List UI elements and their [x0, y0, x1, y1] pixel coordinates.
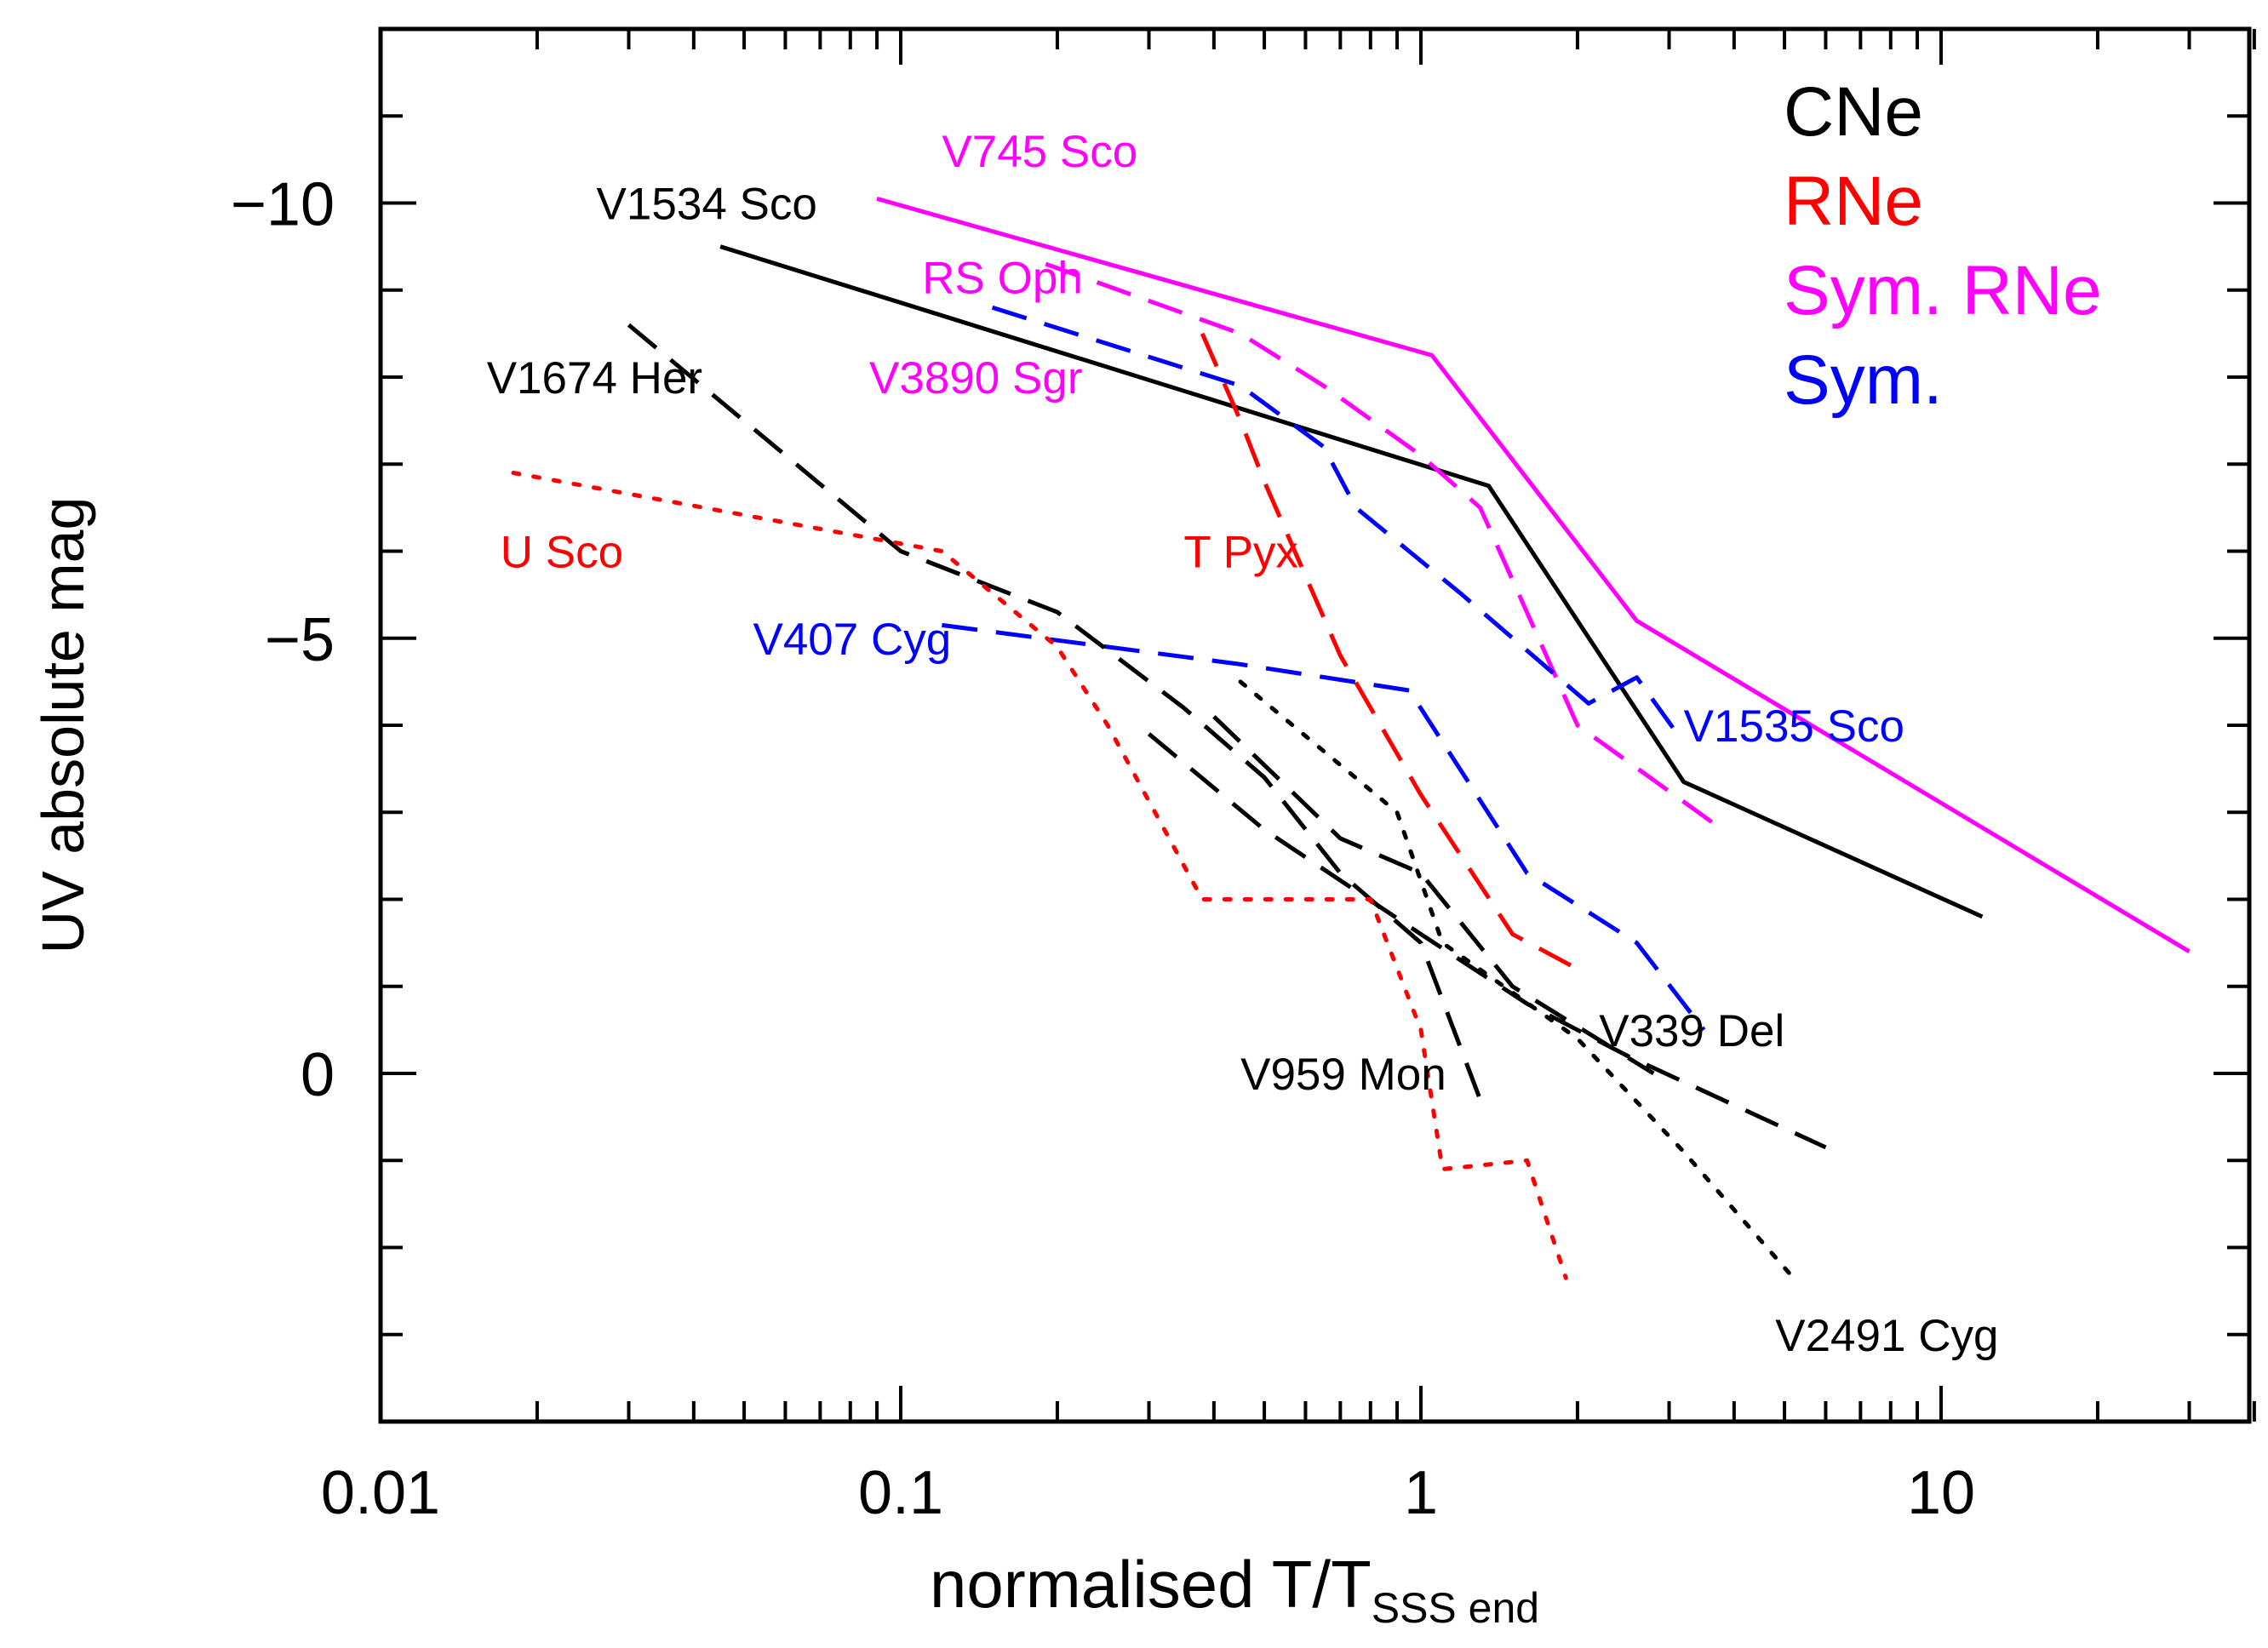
- series-line-v1674-her: [627, 323, 1482, 1101]
- tick-layer: 0.01 0.1 1 10 −10 −5 0: [231, 29, 2256, 1527]
- y-axis-label: UV absolute mag: [30, 497, 96, 954]
- series-label-v339-del: V339 Del: [1599, 1006, 1784, 1056]
- series-layer: [511, 196, 2191, 1280]
- series-label-v1674-her: V1674 Her: [487, 353, 702, 403]
- series-line-v407-cyg: [942, 622, 1706, 1032]
- series-line-v959-mon: [1212, 714, 1655, 1076]
- series-label-v959-mon: V959 Mon: [1240, 1050, 1446, 1100]
- x-tick-label: 0.1: [858, 1459, 943, 1527]
- series-label-v3890-sgr: V3890 Sgr: [869, 353, 1082, 403]
- legend-layer: CNe RNe Sym. RNe Sym.: [1784, 73, 2102, 419]
- legend-entry-rne: RNe: [1784, 163, 1923, 240]
- legend-entry-cne: CNe: [1784, 73, 1923, 151]
- series-line-u-sco: [511, 471, 1568, 1280]
- series-label-v1534-sco: V1534 Sco: [597, 180, 817, 230]
- label-layer: V745 Sco V1534 Sco RS Oph V1674 Her V3890 Sg…: [487, 127, 1999, 1361]
- x-axis-label-main: normalised T/T: [930, 1547, 1372, 1622]
- series-line-v2491-cyg: [1238, 679, 1796, 1280]
- series-line-v3890-sgr: [991, 305, 1686, 744]
- series-line-v1534-sco: [719, 244, 1984, 919]
- y-tick-label: −5: [265, 606, 335, 674]
- series-line-rs-oph: [1045, 261, 1724, 832]
- series-label-v745-sco: V745 Sco: [942, 127, 1137, 177]
- series-line-v745-sco: [876, 196, 2191, 953]
- series-line-t-pyx: [1200, 332, 1579, 971]
- x-axis-label-sub: SSS end: [1372, 1584, 1539, 1632]
- series-line-v339-del: [1147, 732, 1827, 1150]
- series-label-v2491-cyg: V2491 Cyg: [1775, 1311, 1998, 1361]
- legend-entry-sym: Sym.: [1784, 341, 1943, 419]
- x-tick-label: 0.01: [321, 1459, 440, 1527]
- legend-entry-sym-rne: Sym. RNe: [1784, 252, 2102, 329]
- series-label-u-sco: U Sco: [501, 528, 623, 578]
- x-tick-label: 10: [1907, 1459, 1975, 1527]
- series-label-v1535-sco: V1535 Sco: [1684, 701, 1904, 752]
- plot-frame: [378, 26, 2252, 1424]
- series-label-v407-cyg: V407 Cyg: [753, 615, 951, 665]
- series-label-rs-oph: RS Oph: [922, 253, 1083, 303]
- x-tick-label: 1: [1404, 1459, 1438, 1527]
- x-axis-label: normalised T/TSSS end: [930, 1547, 1539, 1632]
- y-tick-label: −10: [231, 171, 335, 239]
- series-label-t-pyx: T Pyx: [1183, 528, 1298, 578]
- y-tick-label: 0: [301, 1041, 335, 1109]
